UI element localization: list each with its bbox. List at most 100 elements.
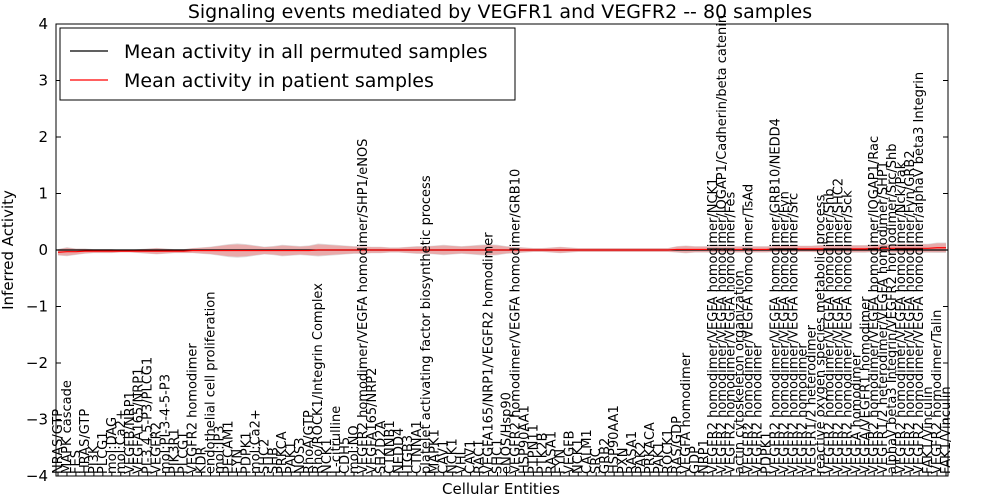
legend-box [59,27,516,101]
x-tick-label: PRKACA [643,422,658,474]
x-tick-label: RASA1 [544,431,559,474]
x-tick-label: RhoA/GTP [302,410,317,474]
x-tick-label: SHB [266,447,281,474]
x-tick-label: VEGFR2 homodimer [795,343,810,474]
y-tick-label: −2 [26,354,48,372]
x-tick-label: VEGFR2 homodimer/VEGFA homodimer/Src [787,193,802,474]
x-tick-label: VEGFR1/2 heterodimer/VEGFA homodimer/SHP… [876,161,891,474]
x-tick-label: platelet activating factor biosynthetic … [419,175,434,474]
x-tick-label: endothelial cell proliferation [203,292,218,475]
chart-title: Signaling events mediated by VEGFR1 and … [188,1,812,23]
x-tick-label: VEGFA165/NRP1/VEGFR2 homodimer [482,232,497,474]
x-tick-label: NEDD4 [392,428,407,474]
x-tick-label: VEGFR2 homodimer/VEGFA homodimer/IQGAP1/… [715,15,730,474]
x-tick-label: NCK1 [320,438,335,474]
x-tick-label: VEGFR2 homodimer/VEGFA homodimer/Shb [822,189,837,474]
x-tick-label: FES [69,450,84,474]
x-tick-label: CTNNA1 [410,420,425,474]
legend-label-permuted: Mean activity in all permuted samples [124,41,487,63]
x-tick-label: VEGFR1/2 heterodimer [804,324,819,474]
x-tick-label: ROCK1 [661,429,676,474]
x-tick-label: VHL [455,447,470,474]
x-tick-label: VEGFA homodimer [849,352,864,474]
x-tick-label: PDPK1 [760,432,775,475]
y-tick-label: −1 [26,298,48,316]
x-tick-label: reactive oxygen species metabolic proces… [813,194,828,474]
x-tick-label: RAS/GDP [670,416,685,474]
x-tick-label: NCK1 [446,438,461,474]
x-tick-label: CAV1 [437,440,452,474]
patient-mean-line [57,247,946,253]
x-axis-label: Cellular Entities [442,480,560,498]
x-tick-label: VEGFR2 homodimer/VEGFA homodimer/SHP1/eN… [356,139,371,474]
y-tick-label: 2 [38,128,48,146]
x-tick-label: VEGFA165/NRP1 [132,368,147,474]
x-tick-label: HSP90AA1 [607,405,622,474]
x-tick-label: PAK2 [634,441,649,474]
x-tick-label: CTNNB1 [383,420,398,474]
x-tick-label: HRAS/GTP [78,409,93,474]
x-tick-label: Rho/ROCK1/Integrin Complex [311,283,326,474]
x-tick-label: NRP1 [697,439,712,474]
x-tick-label: FAK1/Vinculin [939,386,954,474]
x-tick-label: VEGFR2 homodimer/VEGFA homodimer/TsAd [742,184,757,474]
x-tick-label: VEGFA homodimer [679,352,694,474]
x-tick-label: ITGB3 [401,435,416,474]
x-tick-label: PXN [616,448,631,474]
x-tick-label: VEGFR2 homodimer/VEGFA homodimer/NCK1 [706,178,721,474]
x-tick-label: L-citrulline [329,406,344,474]
y-tick-label: −3 [26,411,48,429]
x-tick-label: VEGFR2 homodimer/VEGFA homodimer/IQGAP1/… [867,136,882,474]
x-tick-label: VEGFR2 homodimer/VEGFA homodimer/SHC2 [831,178,846,474]
x-tick-label: VEGFR2 homodimer/VEGFA homodimer/Fyn [778,191,793,474]
x-tick-label: CALM1 [580,429,595,474]
y-tick-label: 1 [38,185,48,203]
x-tick-label: alphaV beta3 Integrin/VEGFR2 homodimer/S… [885,143,900,474]
x-tick-label: RASA1 [625,431,640,474]
x-tick-label: VEGFB/NRP1 [123,391,138,474]
x-tick-label: VEGFR2 homodimer/Talin [930,310,945,474]
x-tick-label: VEGFR2 homodimer/VEGFA homodimer/Fyn/GRB… [903,150,918,474]
y-tick-label: 0 [38,241,48,259]
x-tick-label: MAPK1 [428,429,443,474]
legend-label-patient: Mean activity in patient samples [124,70,434,92]
x-tick-label: NOS3 [293,438,308,474]
x-tick-label: NCK1 [571,438,586,474]
x-tick-label: actin cytoskeleton organization [733,270,748,474]
x-tick-label: CDH5 [338,437,353,474]
x-tick-label: SHC1 [491,439,506,474]
x-tick-label: VEGFR2 homodimer/VEGFA homodimer/alphaV … [912,72,927,474]
x-tick-label: mol:IP3 [212,425,227,474]
x-tick-label: GRB2 [598,438,613,474]
x-tick-label: GDP [688,446,703,474]
x-tick-label: PI3K [87,445,102,474]
x-tick-label: VEGFR2 homodimer [751,343,766,474]
x-tick-label: VEGFA165/NRP2 [365,368,380,474]
x-tick-label: PAK1 [652,441,667,474]
x-tick-label: PLCG1 [96,431,111,474]
x-tick-label: mol:Ca2+ [114,409,129,474]
legend: Mean activity in all permuted samples Me… [59,27,516,101]
x-tick-label: SH2D2A [374,420,389,474]
x-tick-label: SRC [589,448,604,474]
x-tick-label: FAK1/Vinculin [921,386,936,474]
x-tick-label: PTK2B [535,433,550,475]
x-tick-label: PLCG1 [177,431,192,474]
x-tick-label: PECAM1 [221,420,236,474]
x-tick-label: SHC2 [257,439,272,474]
x-tick-label: RAC1 [473,439,488,474]
x-tick-label: mol:DAG [105,417,120,474]
x-tick-label: FYN [230,449,245,474]
x-tick-label: FYN [553,449,568,474]
x-tick-label: eNOS/Hsp90 [499,392,514,474]
x-tick-label: VEGFR2 homodimer/VEGFA homodimer/Fes [724,192,739,474]
x-tick-label: VEGFR2 homodimer/VEGFA homodimer/GRB10 [508,169,523,474]
y-tick-label: 4 [38,15,48,33]
y-axis: −4 −3 −2 −1 0 1 2 3 4 [26,15,948,485]
x-tick-label: mol:PI-3-4-5-P3 [159,374,174,474]
x-tick-label: VEGFR2 homodimer/VEGFA homodimer/Nck/Pak [894,161,909,474]
x-tick-label: PIK3R1 [168,428,183,474]
x-tick-label: PTPN11 [526,424,541,474]
